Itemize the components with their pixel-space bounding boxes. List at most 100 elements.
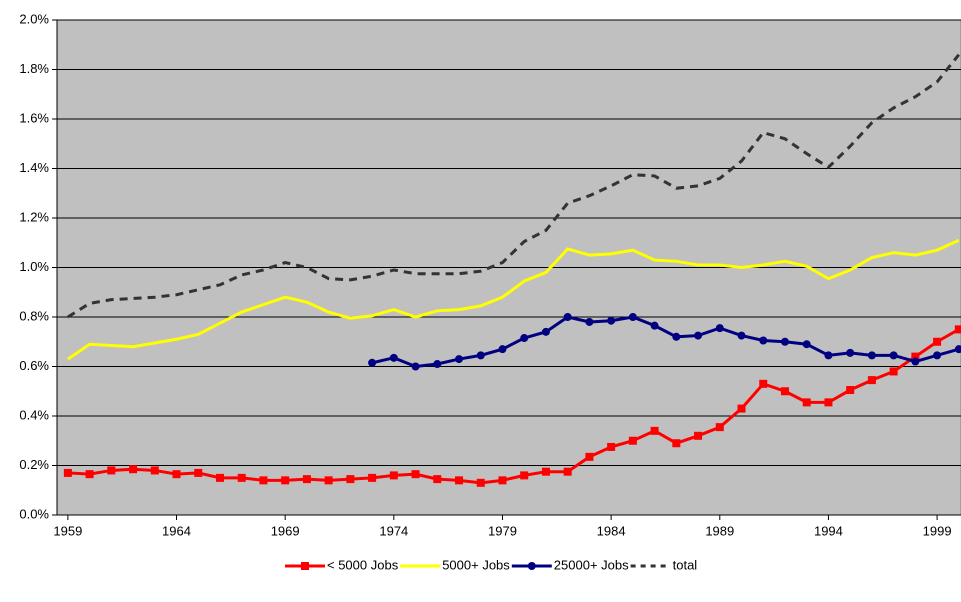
data-point <box>737 404 746 413</box>
data-point <box>889 351 898 360</box>
data-point <box>368 358 377 367</box>
x-tick-label: 1979 <box>488 523 517 538</box>
x-tick-label: 1959 <box>53 523 82 538</box>
data-point <box>780 337 789 346</box>
data-point <box>650 321 659 330</box>
data-point <box>389 353 398 362</box>
data-point <box>715 324 724 333</box>
data-point <box>411 362 420 371</box>
data-point <box>215 473 224 482</box>
y-tick-label: 2.0% <box>19 11 49 26</box>
data-point <box>476 478 485 487</box>
data-point <box>433 360 442 369</box>
data-point <box>933 337 942 346</box>
x-tick-label: 1984 <box>597 523 626 538</box>
data-point <box>172 470 181 479</box>
y-tick-label: 0.6% <box>19 358 49 373</box>
data-point <box>324 476 333 485</box>
data-point <box>628 436 637 445</box>
data-point <box>259 476 268 485</box>
data-point <box>802 340 811 349</box>
data-point <box>585 317 594 326</box>
legend-marker <box>527 562 536 570</box>
data-point <box>737 331 746 340</box>
x-tick-label: 1989 <box>705 523 734 538</box>
data-point <box>455 476 464 485</box>
data-point <box>107 466 116 475</box>
y-tick-label: 1.0% <box>19 259 49 274</box>
data-point <box>780 387 789 396</box>
data-point <box>824 351 833 360</box>
data-point <box>672 439 681 448</box>
data-point <box>520 471 529 480</box>
data-point <box>650 426 659 435</box>
data-point <box>520 334 529 343</box>
data-point <box>694 431 703 440</box>
x-tick-label: 1969 <box>271 523 300 538</box>
data-point <box>541 327 550 336</box>
y-tick-label: 1.8% <box>19 61 49 76</box>
data-point <box>846 348 855 357</box>
data-point <box>129 465 138 474</box>
data-point <box>911 357 920 366</box>
data-point <box>933 351 942 360</box>
data-point <box>694 331 703 340</box>
y-tick-label: 0.2% <box>19 457 49 472</box>
legend-marker <box>301 562 309 570</box>
legend-label: < 5000 Jobs <box>327 557 399 572</box>
data-point <box>237 473 246 482</box>
data-point <box>150 466 159 475</box>
x-tick-label: 1999 <box>923 523 952 538</box>
data-point <box>498 476 507 485</box>
y-tick-label: 0.4% <box>19 407 49 422</box>
data-point <box>563 313 572 321</box>
data-point <box>607 442 616 451</box>
data-point <box>672 332 681 341</box>
data-point <box>433 475 442 484</box>
series-layer <box>63 53 961 487</box>
data-point <box>346 475 355 484</box>
series-line <box>67 238 960 361</box>
data-point <box>715 423 724 432</box>
data-point <box>628 313 637 321</box>
data-point <box>846 386 855 395</box>
data-point <box>302 475 311 484</box>
data-point <box>455 355 464 364</box>
data-point <box>802 398 811 407</box>
data-point <box>563 467 572 476</box>
data-point <box>824 398 833 407</box>
data-point <box>194 468 203 477</box>
data-point <box>954 345 961 354</box>
data-point <box>759 336 768 345</box>
data-point <box>476 351 485 360</box>
data-point <box>85 470 94 479</box>
data-point <box>498 345 507 354</box>
data-point <box>954 325 961 334</box>
series-line <box>67 53 960 319</box>
legend-label: 5000+ Jobs <box>442 557 510 572</box>
data-point <box>63 468 72 477</box>
legend-label: total <box>673 557 698 572</box>
y-tick-label: 1.6% <box>19 110 49 125</box>
y-tick-label: 0.0% <box>19 506 49 521</box>
data-point <box>281 476 290 485</box>
data-point <box>389 471 398 480</box>
y-tick-label: 1.2% <box>19 209 49 224</box>
data-point <box>759 379 768 388</box>
legend-label: 25000+ Jobs <box>554 557 629 572</box>
data-point <box>607 316 616 325</box>
x-tick-label: 1964 <box>162 523 191 538</box>
data-point <box>867 376 876 385</box>
series-line <box>371 315 960 369</box>
x-tick-label: 1974 <box>379 523 408 538</box>
data-point <box>889 367 898 376</box>
data-point <box>585 452 594 461</box>
data-point <box>411 470 420 479</box>
data-point <box>368 473 377 482</box>
x-tick-label: 1994 <box>814 523 843 538</box>
data-point <box>541 467 550 476</box>
y-tick-label: 0.8% <box>19 308 49 323</box>
y-tick-label: 1.4% <box>19 160 49 175</box>
data-point <box>867 351 876 360</box>
